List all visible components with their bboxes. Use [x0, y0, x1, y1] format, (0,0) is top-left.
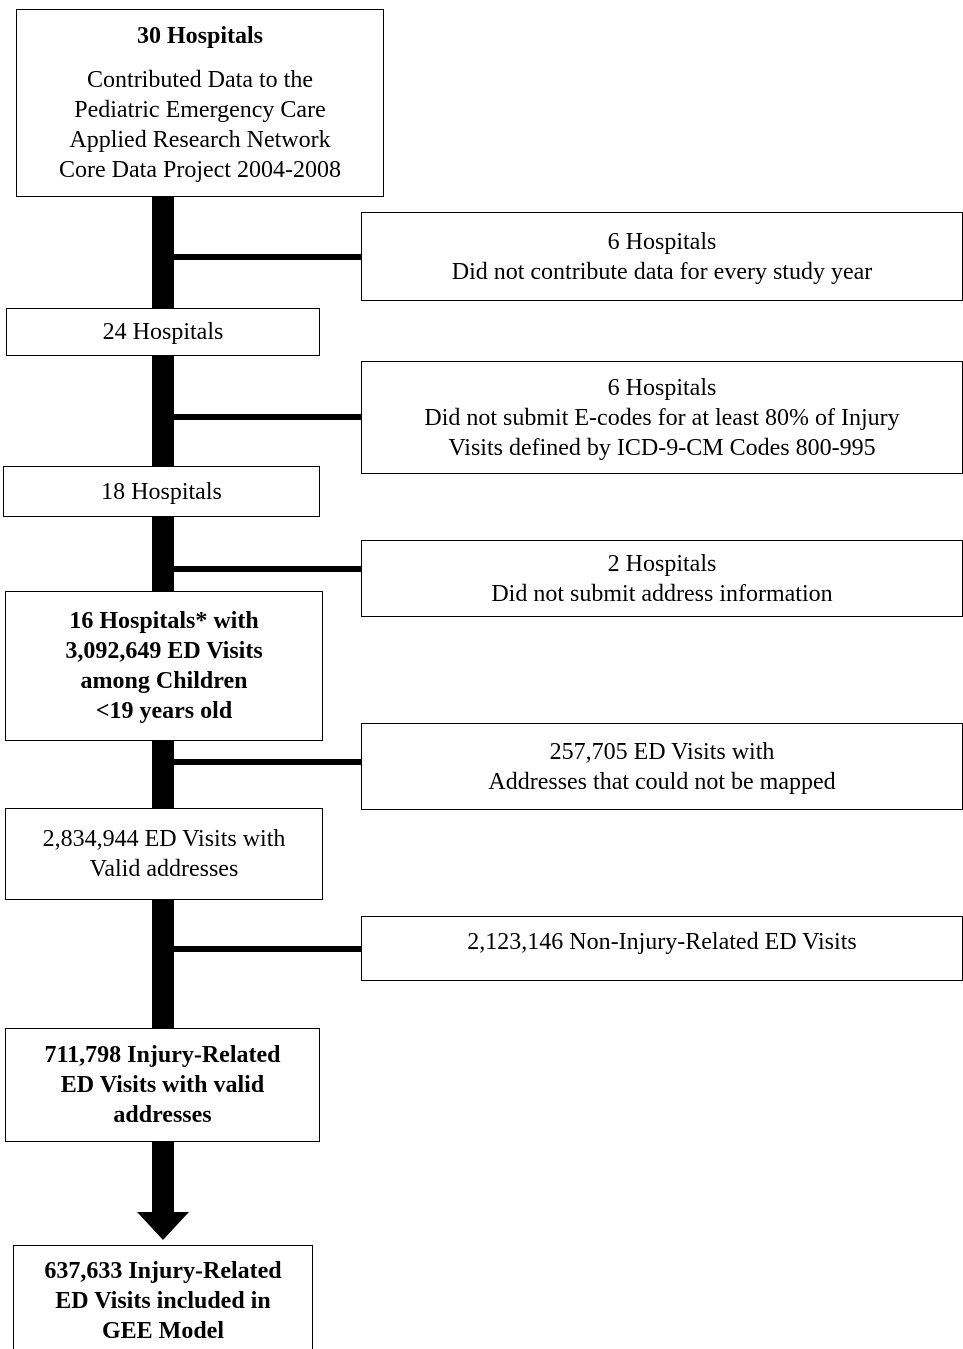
- box-line: among Children: [80, 668, 248, 694]
- box-title: 30 Hospitals: [136, 23, 264, 49]
- box-line: 2,123,146 Non-Injury-Related ED Visits: [467, 929, 857, 955]
- box-line: Pediatric Emergency Care: [74, 97, 326, 123]
- box-line: Core Data Project 2004-2008: [59, 157, 341, 183]
- box-line: 6 Hospitals: [607, 228, 717, 255]
- box-line: Visits defined by ICD-9-CM Codes 800-995: [448, 434, 876, 461]
- box-24-hospitals: 24 Hospitals: [6, 308, 320, 356]
- arrowhead-icon: [137, 1212, 189, 1240]
- box-line: GEE Model: [101, 1318, 224, 1344]
- box-line: 18 Hospitals: [101, 478, 222, 505]
- box-line: Did not submit address information: [491, 580, 833, 607]
- box-line: 24 Hospitals: [102, 319, 224, 345]
- box-18-hospitals: 18 Hospitals: [3, 466, 320, 517]
- box-line: 16 Hospitals* with: [69, 608, 259, 634]
- box-line: Applied Research Network: [69, 127, 331, 153]
- exclusion-branch-2: [174, 414, 363, 420]
- box-line: 2 Hospitals: [607, 550, 717, 577]
- exclusion-branch-1: [174, 254, 363, 260]
- box-line: Valid addresses: [89, 856, 239, 882]
- exclusion-box-5: 2,123,146 Non-Injury-Related ED Visits: [361, 916, 963, 981]
- box-line: 2,834,944 ED Visits with: [42, 826, 286, 852]
- exclusion-box-1: 6 Hospitals Did not contribute data for …: [361, 212, 963, 301]
- box-line: Addresses that could not be mapped: [488, 768, 836, 795]
- box-gee-model: 637,633 Injury-Related ED Visits include…: [13, 1245, 313, 1349]
- box-valid-addresses: 2,834,944 ED Visits with Valid addresses: [5, 808, 323, 900]
- box-line: 711,798 Injury-Related: [44, 1042, 281, 1068]
- box-line: Did not contribute data for every study …: [451, 258, 873, 285]
- box-line: <19 years old: [95, 698, 233, 724]
- box-line: 3,092,649 ED Visits: [65, 638, 263, 664]
- box-injury-related: 711,798 Injury-Related ED Visits with va…: [5, 1028, 320, 1142]
- exclusion-branch-5: [174, 946, 363, 952]
- exclusion-box-2: 6 Hospitals Did not submit E-codes for a…: [361, 361, 963, 474]
- box-line: 637,633 Injury-Related: [44, 1258, 282, 1284]
- box-30-hospitals: 30 Hospitals Contributed Data to the Ped…: [16, 9, 384, 197]
- exclusion-branch-3: [174, 566, 363, 572]
- box-line: ED Visits included in: [55, 1288, 271, 1314]
- box-16-hospitals: 16 Hospitals* with 3,092,649 ED Visits a…: [5, 591, 323, 741]
- box-line: Did not submit E-codes for at least 80% …: [424, 404, 900, 431]
- box-line: Contributed Data to the: [87, 67, 313, 93]
- box-line: ED Visits with valid: [60, 1072, 265, 1098]
- box-line: 6 Hospitals: [607, 374, 717, 401]
- box-line: addresses: [113, 1102, 212, 1128]
- exclusion-box-4: 257,705 ED Visits with Addresses that co…: [361, 723, 963, 810]
- exclusion-box-3: 2 Hospitals Did not submit address infor…: [361, 540, 963, 617]
- exclusion-branch-4: [174, 759, 363, 765]
- box-line: 257,705 ED Visits with: [549, 738, 775, 765]
